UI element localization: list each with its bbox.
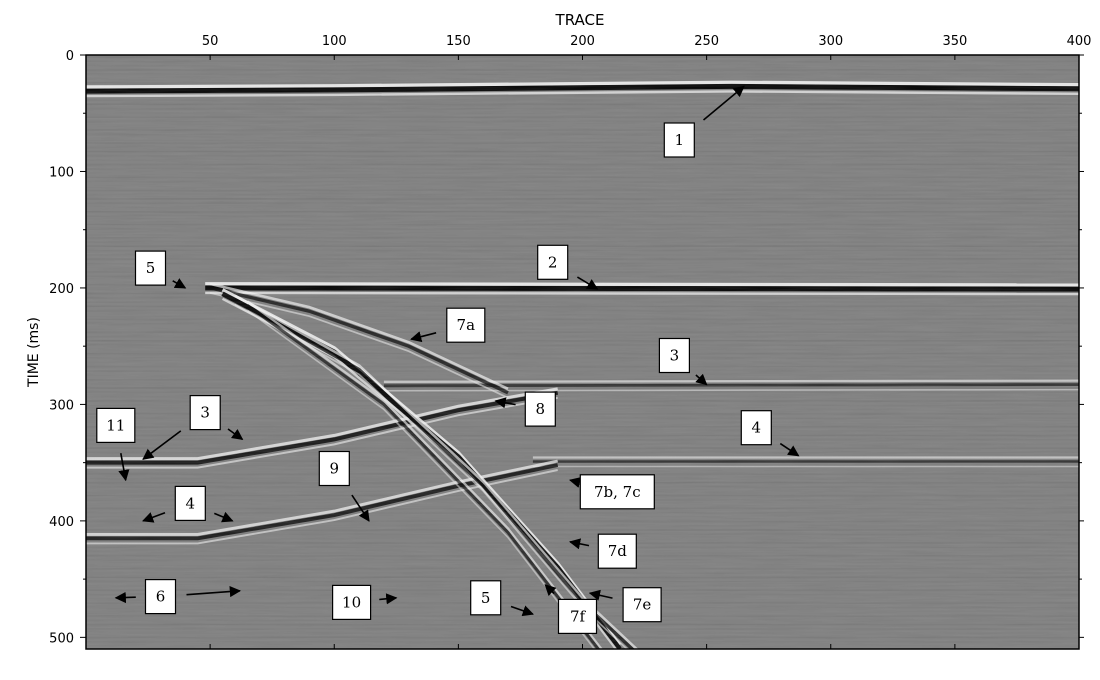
callout-3: 3 (658, 337, 708, 386)
y-tick-label: 500 (49, 631, 74, 646)
callout-label: 5 (146, 259, 156, 277)
y-tick-label: 100 (49, 165, 74, 180)
callout-label: 7f (570, 607, 587, 625)
callout-annotations: 1 2 5 7a 3 8 3 11 4 9 7b, 7c 4 7d 6 10 5 7e 7f (96, 85, 800, 635)
x-tick-label: 150 (446, 34, 471, 49)
callout-label: 3 (670, 347, 680, 365)
x-tick-label: 200 (570, 34, 595, 49)
y-tick-label: 400 (49, 515, 74, 530)
callout-8: 8 (494, 391, 556, 427)
callout-label: 4 (752, 419, 762, 437)
callout-arrow (510, 605, 534, 617)
callout-arrow (379, 593, 398, 605)
callout-box (470, 580, 502, 616)
callout-7b-7c: 7b, 7c (569, 474, 655, 510)
callout-arrow (142, 430, 182, 460)
callout-arrow (186, 585, 242, 598)
callout-box (446, 307, 486, 343)
callout-arrow (351, 494, 370, 522)
callout-arrow (569, 477, 582, 488)
callout-label: 6 (156, 588, 166, 606)
callout-label: 4 (186, 494, 196, 512)
callout-7d: 7d (569, 533, 637, 569)
y-tick-label: 300 (49, 398, 74, 413)
callout-9: 9 (318, 450, 370, 522)
callout-7e: 7e (588, 587, 662, 623)
plot-area (85, 54, 1080, 650)
callout-7f: 7f (544, 584, 598, 635)
plot-texture (86, 55, 1079, 649)
callout-label: 11 (106, 416, 125, 434)
callout-arrow (702, 85, 745, 121)
callout-box (332, 584, 372, 621)
callout-arrow (544, 584, 557, 596)
x-tick-label: 400 (1067, 34, 1092, 49)
callout-box (134, 250, 167, 286)
callout-1: 1 (663, 85, 745, 158)
callout-arrow (779, 442, 800, 457)
callout-arrow (410, 331, 437, 343)
callout-box (579, 474, 655, 510)
callout-arrow (227, 428, 244, 441)
callout-box (740, 410, 772, 446)
callout-4: 4 (142, 485, 234, 523)
callout-arrow (576, 276, 599, 290)
callout-arrow (118, 453, 130, 482)
callout-label: 9 (330, 460, 340, 478)
callout-arrow (114, 591, 136, 604)
callout-label: 5 (481, 589, 491, 607)
callout-box (663, 122, 695, 158)
callout-label: 7e (633, 596, 652, 614)
x-tick-label: 250 (694, 34, 719, 49)
callout-arrow (695, 373, 708, 386)
callout-label: 7b, 7c (594, 483, 641, 501)
y-axis-ticks: 0 100 200 300 400 500 (49, 49, 1084, 646)
callout-label: 3 (200, 404, 210, 422)
x-tick-label: 300 (818, 34, 843, 49)
callout-box (318, 450, 350, 487)
callout-box (557, 598, 598, 635)
x-axis-ticks: 50 100 150 200 250 300 350 400 (202, 34, 1092, 649)
callout-box (622, 587, 662, 623)
callout-arrow (588, 589, 613, 601)
y-axis-title: TIME (ms) (26, 317, 42, 388)
callout-box (537, 244, 569, 280)
callout-box (174, 485, 206, 521)
callout-box (96, 407, 136, 443)
callout-2: 2 (537, 244, 599, 290)
callout-arrow (569, 538, 590, 550)
y-tick-label: 0 (66, 49, 74, 64)
callout-3: 3 (142, 395, 244, 460)
callout-label: 10 (342, 593, 361, 611)
callout-label: 8 (536, 400, 546, 418)
callout-box (658, 337, 691, 374)
callout-5: 5 (134, 250, 187, 289)
x-tick-label: 100 (322, 34, 347, 49)
callout-4: 4 (740, 410, 800, 457)
callout-arrow (142, 512, 166, 523)
x-tick-label: 350 (942, 34, 967, 49)
callout-label: 7d (608, 542, 628, 560)
callout-arrow (213, 511, 234, 523)
callout-7a: 7a (410, 307, 486, 343)
callout-label: 1 (675, 131, 685, 149)
callout-5: 5 (470, 580, 534, 617)
x-tick-label: 50 (202, 34, 219, 49)
callout-10: 10 (332, 584, 398, 621)
callout-label: 7a (457, 316, 476, 334)
callout-box (144, 578, 177, 615)
callout-arrow (494, 397, 516, 409)
callout-label: 2 (548, 253, 558, 271)
callout-arrow (172, 278, 187, 289)
y-tick-label: 200 (49, 282, 74, 297)
callout-6: 6 (114, 578, 242, 615)
x-axis-title: TRACE (555, 11, 605, 29)
callout-box (189, 395, 221, 431)
callout-box (597, 533, 637, 569)
callout-11: 11 (96, 407, 136, 482)
callout-box (524, 391, 556, 427)
